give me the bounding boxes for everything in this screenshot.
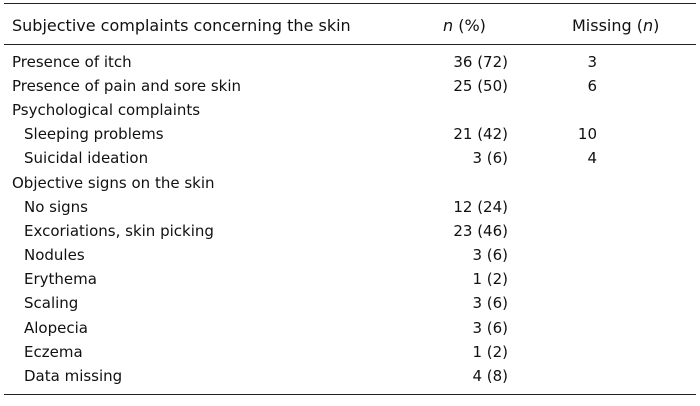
table-row: Suicidal ideation 3 (6) 4 (0, 146, 700, 170)
row-n-percent: 4 (8) (472, 367, 508, 385)
row-label: Alopecia (24, 319, 88, 337)
section-label: Psychological complaints (12, 101, 201, 119)
section-row: Objective signs on the skin (0, 171, 700, 195)
row-label: Erythema (24, 270, 97, 288)
row-label: Presence of pain and sore skin (12, 77, 242, 95)
row-missing: 6 (587, 77, 597, 95)
header-rule (4, 44, 696, 45)
header-missing-italic: n (643, 16, 654, 35)
row-n-percent: 3 (6) (472, 294, 508, 312)
table-row: No signs 12 (24) (0, 195, 700, 219)
row-n-percent: 1 (2) (472, 343, 508, 361)
row-label: Eczema (24, 343, 83, 361)
row-n-percent: 1 (2) (472, 270, 508, 288)
row-n-percent: 36 (72) (453, 53, 508, 71)
row-label: Scaling (24, 294, 79, 312)
table-row: Scaling 3 (6) (0, 291, 700, 315)
bottom-rule (4, 394, 696, 395)
header-n-percent: n (%) (443, 14, 486, 38)
row-n-percent: 23 (46) (453, 222, 508, 240)
row-n-percent: 3 (6) (472, 149, 508, 167)
header-n-italic: n (443, 16, 454, 35)
row-label: Nodules (24, 246, 85, 264)
table-row: Excoriations, skin picking 23 (46) (0, 219, 700, 243)
header-missing-close: ) (653, 16, 660, 35)
row-n-percent: 12 (24) (453, 198, 508, 216)
row-missing: 3 (587, 53, 597, 71)
table-row: Eczema 1 (2) (0, 340, 700, 364)
row-n-percent: 3 (6) (472, 246, 508, 264)
section-label: Objective signs on the skin (12, 174, 215, 192)
row-label: Suicidal ideation (24, 149, 149, 167)
row-missing: 4 (587, 149, 597, 167)
row-missing: 10 (577, 125, 597, 143)
header-complaints: Subjective complaints concerning the ski… (12, 16, 351, 35)
table-row: Sleeping problems 21 (42) 10 (0, 122, 700, 146)
header-missing: Missing (n) (572, 14, 659, 38)
row-label: Data missing (24, 367, 123, 385)
row-label: Presence of itch (12, 53, 132, 71)
section-row: Psychological complaints (0, 98, 700, 122)
row-label: Excoriations, skin picking (24, 222, 214, 240)
table-row: Nodules 3 (6) (0, 243, 700, 267)
row-n-percent: 25 (50) (453, 77, 508, 95)
row-n-percent: 3 (6) (472, 319, 508, 337)
row-label: No signs (24, 198, 88, 216)
header-n-rest: (%) (453, 16, 486, 35)
table-row: Erythema 1 (2) (0, 267, 700, 291)
table-row: Data missing 4 (8) (0, 364, 700, 388)
table-row: Presence of itch 36 (72) 3 (0, 50, 700, 74)
table-row: Alopecia 3 (6) (0, 316, 700, 340)
header-missing-text: Missing ( (572, 16, 643, 35)
table-header: Subjective complaints concerning the ski… (0, 14, 700, 38)
table-row: Presence of pain and sore skin 25 (50) 6 (0, 74, 700, 98)
row-n-percent: 21 (42) (453, 125, 508, 143)
row-label: Sleeping problems (24, 125, 164, 143)
top-rule (4, 3, 696, 4)
